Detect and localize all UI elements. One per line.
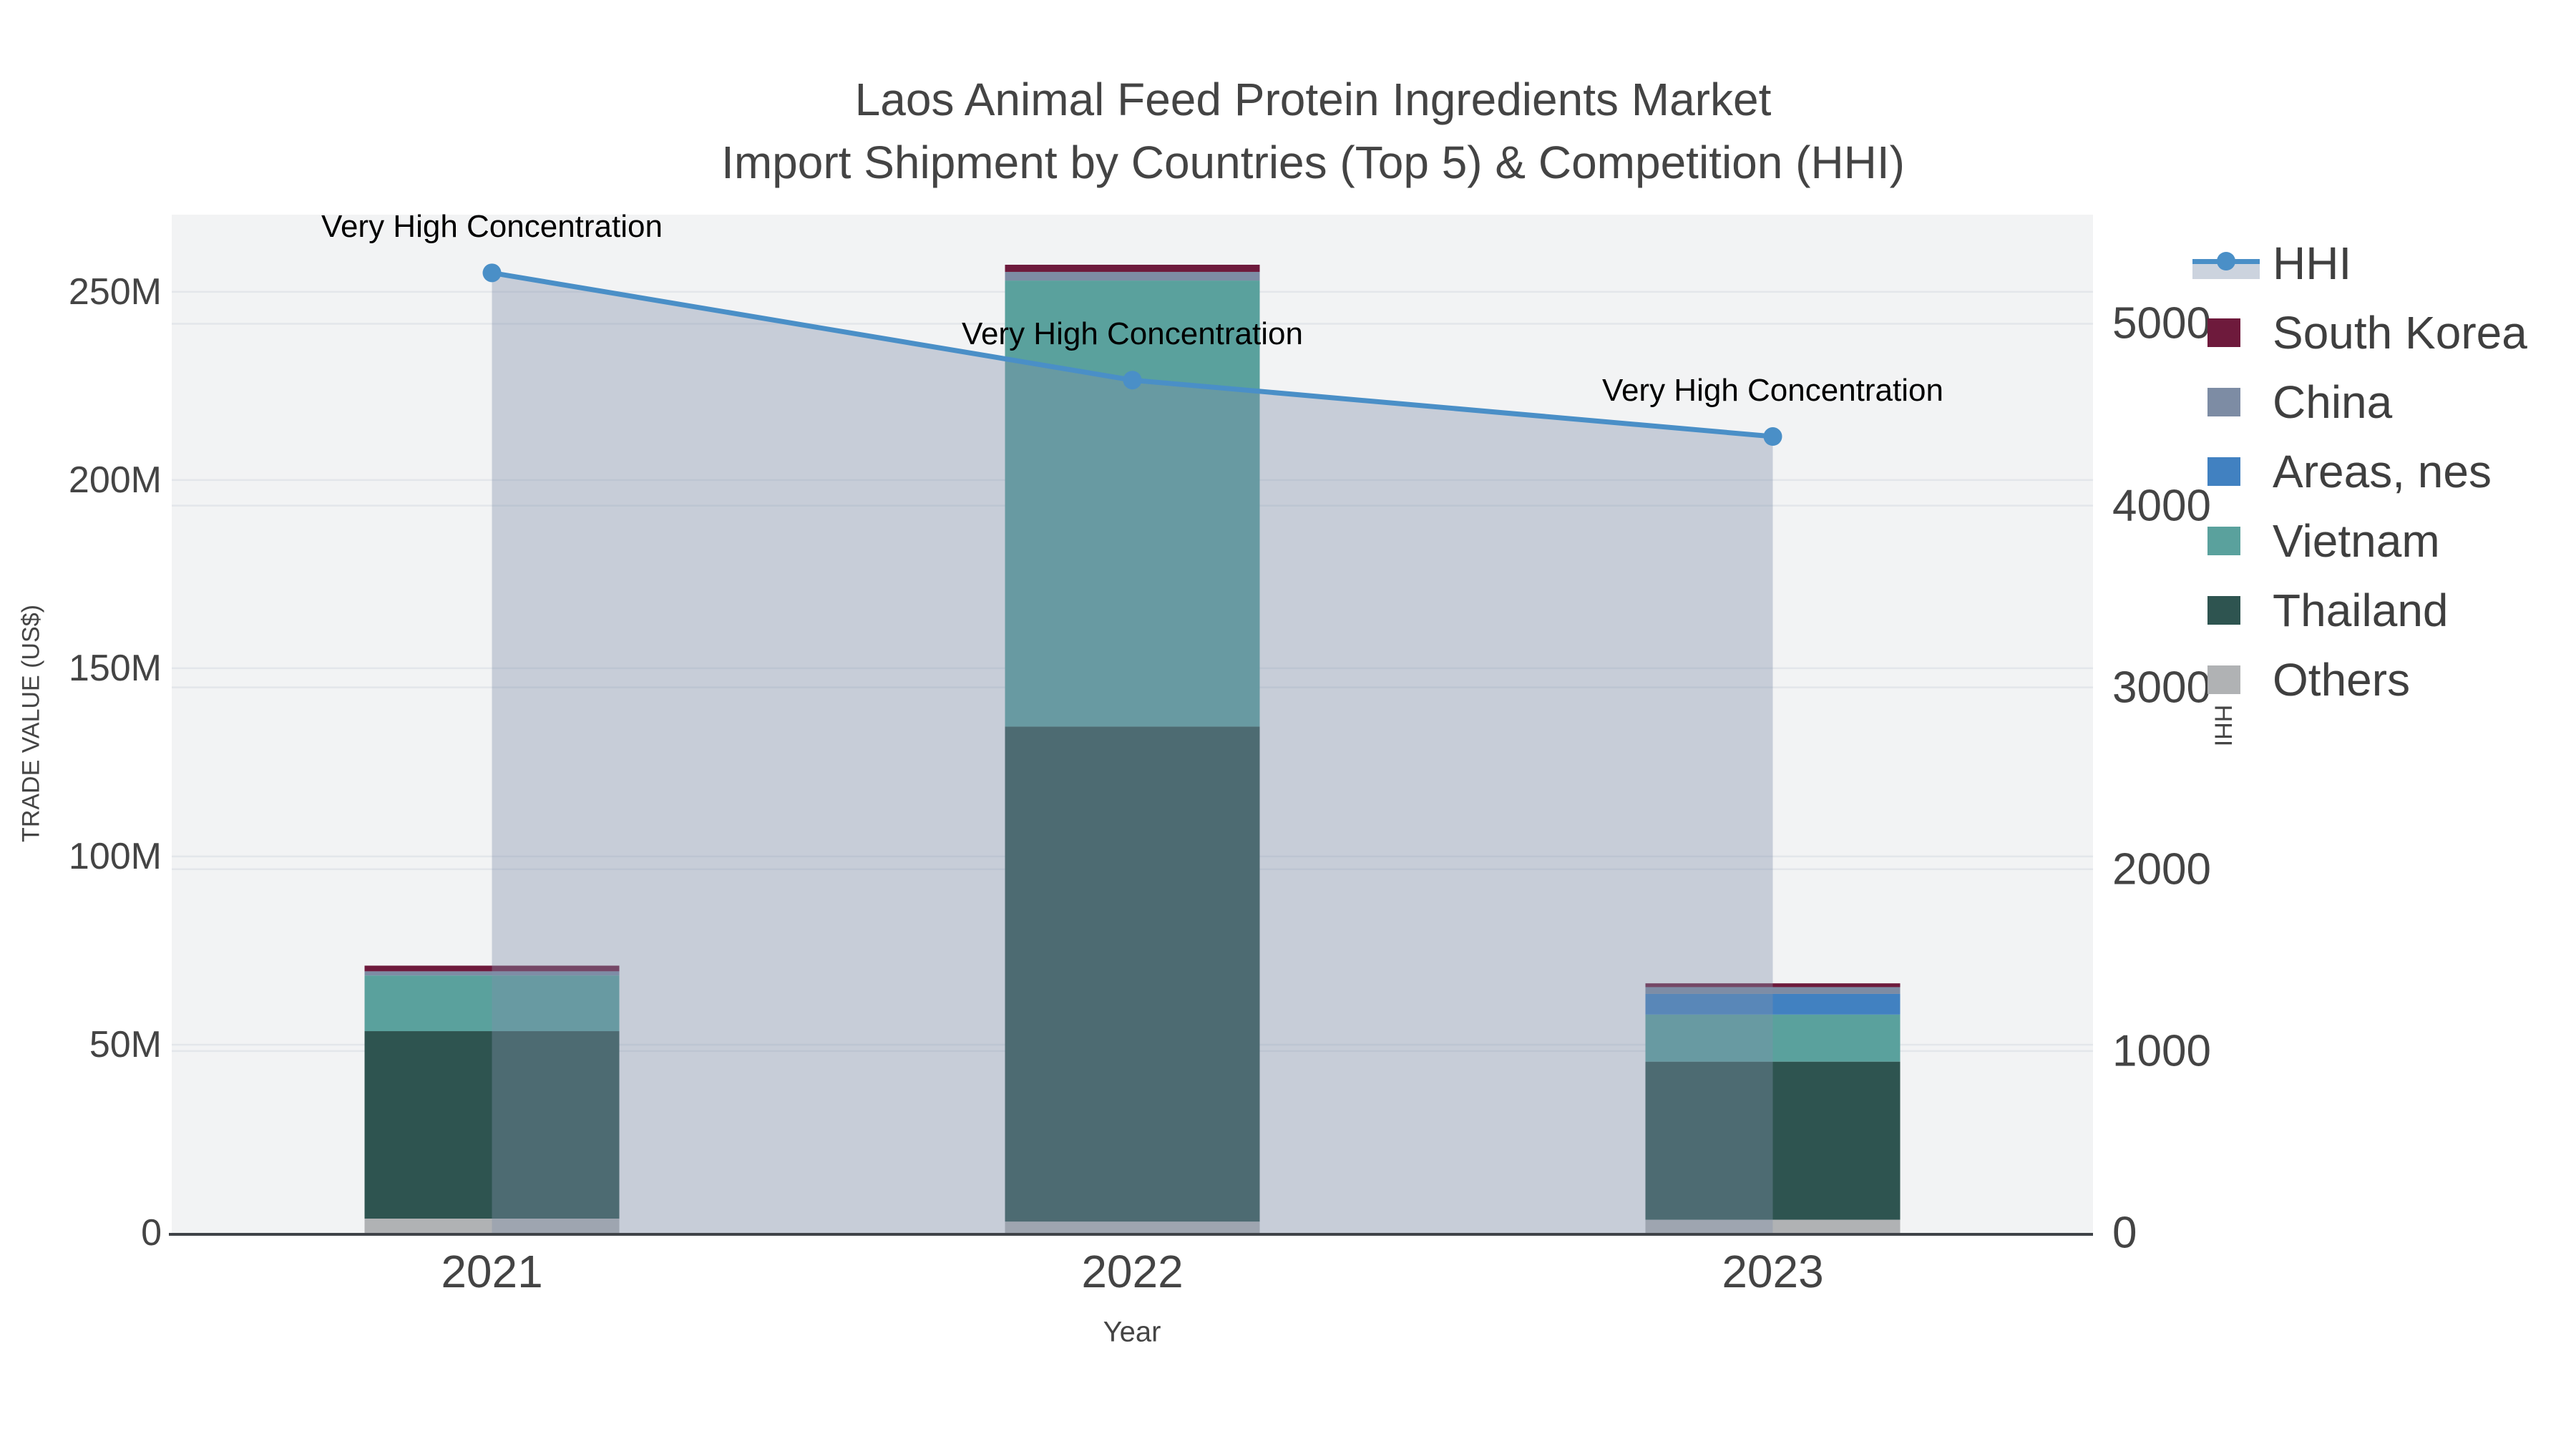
hhi-marker-2023[interactable] <box>1763 427 1782 447</box>
bar-segment-south-korea-2023[interactable] <box>1645 983 1901 987</box>
hhi-marker-2021[interactable] <box>482 263 502 283</box>
bar-segment-vietnam-2023[interactable] <box>1645 1014 1901 1062</box>
y-right-tick-0: 0 <box>2112 1208 2137 1258</box>
bar-segment-others-2023[interactable] <box>1645 1219 1901 1233</box>
hhi-area-fill <box>492 273 1773 1233</box>
y-axis-right-title: HHI <box>2209 704 2237 747</box>
bar-segment-others-2022[interactable] <box>1005 1221 1260 1233</box>
y-left-tick-250M: 250M <box>68 270 162 313</box>
bar-segment-others-2021[interactable] <box>364 1219 620 1233</box>
bar-segment-thailand-2021[interactable] <box>364 1031 620 1219</box>
chart-title-line2: Import Shipment by Countries (Top 5) & C… <box>721 137 1905 188</box>
bar-segment-thailand-2023[interactable] <box>1645 1061 1901 1220</box>
chart-title-line1: Laos Animal Feed Protein Ingredients Mar… <box>854 74 1772 125</box>
bar-segment-china-2021[interactable] <box>364 971 620 976</box>
y-left-tick-0: 0 <box>141 1212 162 1254</box>
hhi-annotation-2021: Very High Concentration <box>321 209 663 245</box>
bar-segment-thailand-2022[interactable] <box>1005 726 1260 1222</box>
legend-item-hhi[interactable] <box>2192 240 2565 286</box>
legend-item-areas-nes[interactable] <box>2192 449 2565 494</box>
legend-label-vietnam: Vietnam <box>2273 515 2440 567</box>
y-right-tick-5000: 5000 <box>2112 298 2211 348</box>
y-left-tick-100M: 100M <box>68 835 162 877</box>
y-left-tick-200M: 200M <box>68 459 162 501</box>
bar-segment-vietnam-2021[interactable] <box>364 975 620 1032</box>
x-tick-2022: 2022 <box>1081 1246 1184 1297</box>
bar-segment-vietnam-2022[interactable] <box>1005 280 1260 727</box>
y-axis-left-title: TRADE VALUE (US$) <box>17 605 45 842</box>
legend-label-china: China <box>2273 376 2393 428</box>
y-left-tick-50M: 50M <box>89 1023 162 1065</box>
hhi-marker-2022[interactable] <box>1123 371 1142 390</box>
legend-label-areas-nes: Areas, nes <box>2273 446 2492 497</box>
legend-item-others[interactable] <box>2192 657 2565 703</box>
legend-swatch-areas-nes <box>2207 457 2240 486</box>
legend-hhi-marker-sample <box>2217 252 2235 270</box>
x-tick-2023: 2023 <box>1722 1246 1824 1297</box>
bar-segment-south-korea-2021[interactable] <box>364 965 620 972</box>
x-axis-title: Year <box>1103 1316 1161 1348</box>
hhi-annotation-2022: Very High Concentration <box>962 316 1303 352</box>
legend-item-vietnam[interactable] <box>2192 518 2565 564</box>
y-right-tick-1000: 1000 <box>2112 1026 2211 1076</box>
y-right-tick-2000: 2000 <box>2112 844 2211 894</box>
bar-segment-china-2023[interactable] <box>1645 987 1901 994</box>
bar-segment-china-2022[interactable] <box>1005 271 1260 281</box>
x-tick-2021: 2021 <box>441 1246 543 1297</box>
legend-swatch-china <box>2207 388 2240 416</box>
y-right-tick-4000: 4000 <box>2112 481 2211 531</box>
legend-label-others: Others <box>2273 654 2411 706</box>
legend-item-china[interactable] <box>2192 379 2565 425</box>
legend-swatch-vietnam <box>2207 527 2240 555</box>
legend-item-thailand[interactable] <box>2192 587 2565 633</box>
legend-label-south-korea: South Korea <box>2273 307 2527 358</box>
legend-label-thailand: Thailand <box>2273 585 2449 636</box>
hhi-annotation-2023: Very High Concentration <box>1602 373 1943 408</box>
y-right-tick-3000: 3000 <box>2112 663 2211 713</box>
legend-item-south-korea[interactable] <box>2192 310 2565 356</box>
y-left-tick-150M: 150M <box>68 647 162 689</box>
legend-swatch-thailand <box>2207 596 2240 625</box>
bar-segment-south-korea-2022[interactable] <box>1005 264 1260 272</box>
legend-swatch-south-korea <box>2207 318 2240 347</box>
legend-label-hhi: HHI <box>2273 238 2352 289</box>
legend-swatch-others <box>2207 665 2240 694</box>
bar-segment-areas-nes-2023[interactable] <box>1645 993 1901 1015</box>
